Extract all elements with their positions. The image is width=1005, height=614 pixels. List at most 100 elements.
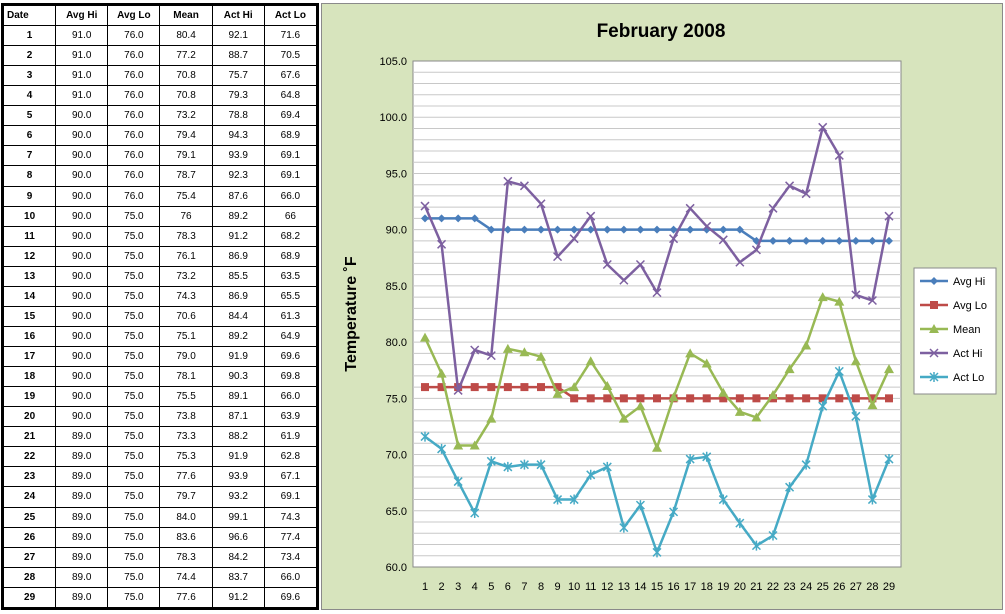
x-tick-label: 4 — [472, 581, 478, 593]
value-cell: 90.0 — [55, 305, 109, 327]
value-cell: 91.0 — [55, 24, 109, 47]
data-point — [635, 500, 645, 511]
data-point — [685, 348, 696, 358]
chart-area: February 2008 60.0 65.0 70.0 75.0 80.0 85.0 90… — [321, 3, 1003, 610]
x-tick-label: 8 — [538, 581, 544, 593]
y-tick-label: 105.0 — [379, 56, 407, 68]
table-row: 26 89.0 75.0 83.6 96.6 77.4 — [3, 526, 317, 548]
date-cell: 25 — [3, 506, 57, 528]
table-header-row: Date Avg Hi Avg Lo Mean Act Hi Act Lo — [3, 5, 317, 26]
value-cell: 65.5 — [263, 285, 317, 307]
data-point — [486, 351, 496, 361]
value-cell: 87.1 — [211, 406, 265, 428]
data-point — [421, 383, 429, 392]
data-point — [619, 225, 628, 234]
x-tick-label: 11 — [585, 581, 596, 593]
legend-item: Act Hi — [920, 348, 982, 360]
data-point — [850, 356, 861, 366]
data-point — [735, 518, 745, 529]
date-cell: 24 — [3, 486, 57, 508]
data-point — [851, 236, 860, 245]
data-point — [652, 442, 662, 452]
data-point — [868, 236, 877, 245]
data-point — [818, 394, 827, 403]
data-point — [686, 394, 695, 403]
value-cell: 76.0 — [107, 105, 161, 127]
date-cell: 16 — [3, 325, 57, 348]
value-cell: 89.0 — [55, 506, 109, 528]
table-row: 1 91.0 76.0 80.4 92.1 71.6 — [3, 24, 317, 47]
data-point — [702, 221, 712, 231]
data-point — [519, 347, 530, 357]
data-point — [569, 494, 579, 505]
y-tick-label: 70.0 — [386, 450, 407, 462]
data-point — [718, 494, 728, 505]
date-cell: 23 — [3, 466, 57, 488]
data-point — [469, 440, 480, 450]
data-point — [929, 348, 939, 358]
value-cell: 75.0 — [107, 225, 161, 247]
data-point — [585, 356, 596, 366]
value-cell: 78.1 — [159, 366, 213, 388]
table-row: 14 90.0 75.0 74.3 86.9 65.5 — [3, 285, 317, 307]
y-tick-label: 85.0 — [386, 281, 407, 293]
table-row: 23 89.0 75.0 77.6 93.9 67.1 — [3, 466, 317, 488]
value-cell: 73.2 — [159, 105, 213, 127]
value-cell: 75.3 — [159, 446, 213, 468]
x-tick-label: 18 — [701, 581, 713, 593]
value-cell: 75.0 — [107, 366, 161, 388]
value-cell: 73.8 — [159, 406, 213, 428]
date-cell: 12 — [3, 245, 57, 267]
value-cell: 90.0 — [55, 205, 109, 227]
value-cell: 76.0 — [107, 85, 161, 107]
table-row: 28 89.0 75.0 74.4 83.7 66.0 — [3, 566, 317, 588]
date-cell: 29 — [3, 586, 57, 608]
data-point — [751, 540, 761, 551]
value-cell: 90.0 — [55, 245, 109, 267]
data-point — [801, 189, 811, 199]
value-cell: 91.0 — [55, 45, 109, 67]
value-cell: 89.0 — [55, 526, 109, 548]
data-point — [570, 394, 579, 403]
date-cell: 15 — [3, 305, 57, 327]
x-tick-label: 17 — [684, 581, 696, 593]
y-tick-label: 100.0 — [379, 112, 407, 124]
x-tick-label: 28 — [866, 581, 878, 593]
data-point — [929, 372, 939, 382]
value-cell: 70.8 — [159, 85, 213, 107]
data-point — [768, 203, 778, 213]
data-point — [818, 401, 828, 412]
x-tick-label: 3 — [455, 581, 461, 593]
value-cell: 70.5 — [263, 45, 317, 67]
value-cell: 75.0 — [107, 486, 161, 508]
data-point — [653, 394, 661, 403]
data-point — [801, 340, 812, 350]
date-cell: 7 — [3, 145, 57, 167]
value-cell: 75.7 — [211, 65, 265, 87]
value-cell: 91.0 — [55, 85, 109, 107]
date-cell: 28 — [3, 566, 57, 588]
data-point — [668, 392, 679, 402]
data-point — [586, 394, 595, 403]
data-point — [817, 292, 828, 302]
table-row: 4 91.0 76.0 70.8 79.3 64.8 — [3, 85, 317, 107]
value-cell: 90.0 — [55, 105, 109, 127]
data-point — [503, 225, 512, 234]
date-cell: 5 — [3, 105, 57, 127]
table-row: 13 90.0 75.0 73.2 85.5 63.5 — [3, 265, 317, 287]
date-cell: 14 — [3, 285, 57, 307]
value-cell: 64.9 — [263, 325, 317, 348]
value-cell: 75.0 — [107, 466, 161, 488]
table-row: 6 90.0 76.0 79.4 94.3 68.9 — [3, 125, 317, 147]
x-tick-label: 29 — [883, 581, 895, 593]
data-point — [818, 236, 827, 245]
table-row: 10 90.0 75.0 76 89.2 66 — [3, 205, 317, 227]
date-cell: 21 — [3, 426, 57, 448]
x-tick-label: 21 — [750, 581, 762, 593]
value-cell: 76.0 — [107, 65, 161, 87]
data-point — [884, 364, 894, 374]
value-cell: 79.0 — [159, 345, 213, 368]
data-point — [801, 459, 811, 470]
header-avg-hi: Avg Hi — [55, 5, 109, 26]
data-point — [636, 225, 645, 234]
